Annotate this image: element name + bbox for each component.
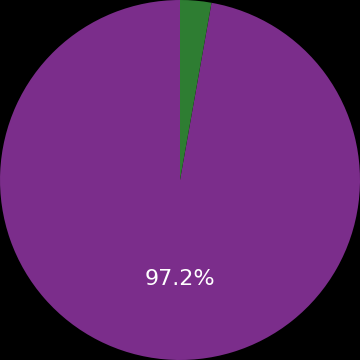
- Text: 97.2%: 97.2%: [145, 269, 215, 289]
- Wedge shape: [180, 0, 212, 180]
